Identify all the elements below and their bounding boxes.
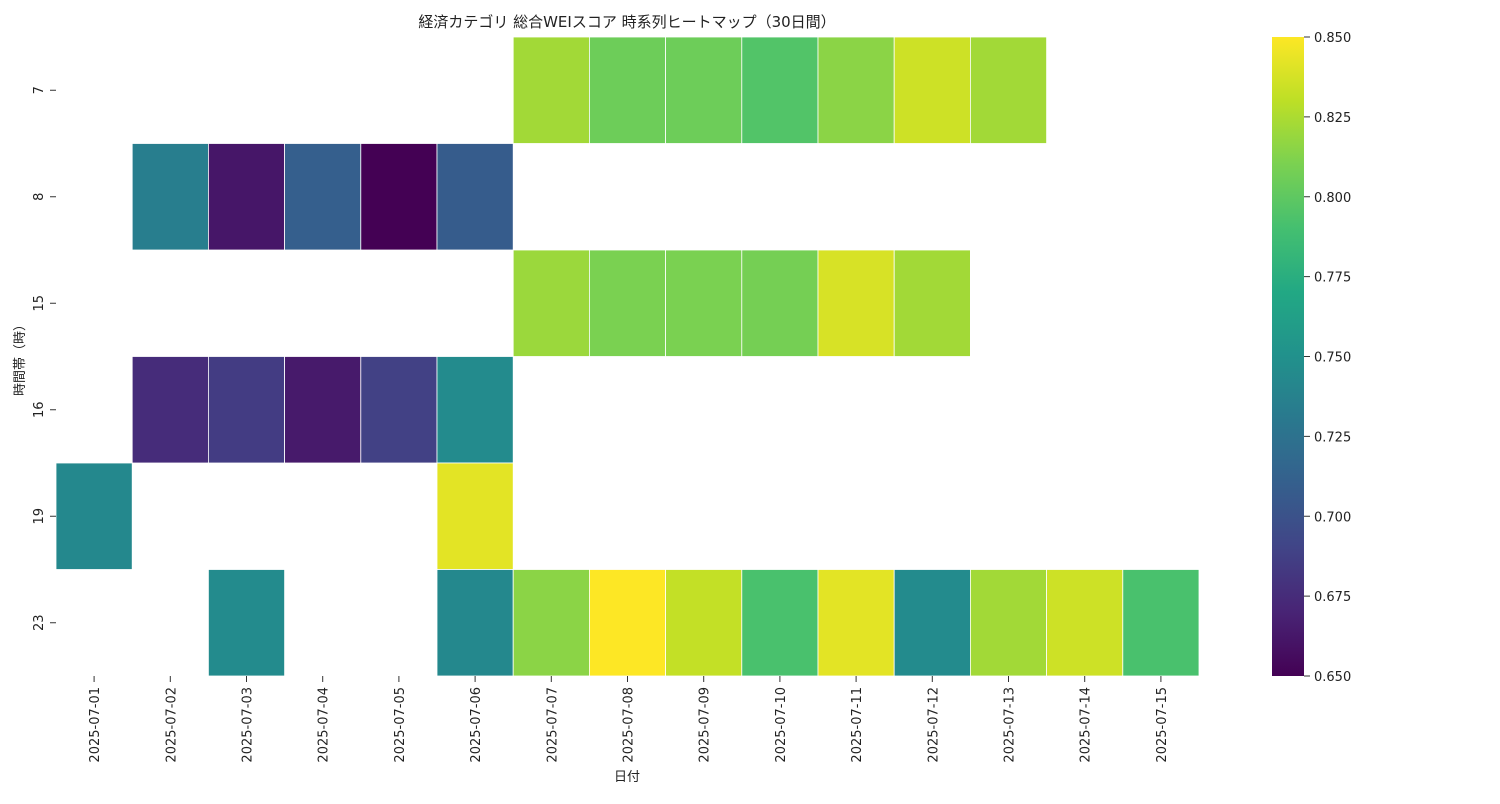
x-tick-label: 2025-07-14	[1079, 687, 1094, 763]
x-tick-label: 2025-07-09	[698, 687, 713, 763]
y-tick-label: 7	[32, 86, 47, 94]
colorbar-tick-label: 0.675	[1314, 590, 1351, 605]
x-tick-label: 2025-07-01	[88, 687, 103, 763]
heatmap-cell	[207, 569, 285, 677]
heatmap-cell	[436, 569, 514, 677]
x-tick-label: 2025-07-13	[1003, 687, 1018, 763]
heatmap-cell	[589, 569, 667, 677]
heatmap-cell	[436, 143, 514, 251]
x-tick-label: 2025-07-06	[469, 687, 484, 763]
heatmap-cell	[55, 462, 133, 570]
colorbar-tick-label: 0.700	[1314, 510, 1351, 525]
heatmap-cell	[360, 356, 438, 464]
y-tick-label: 16	[32, 401, 47, 418]
heatmap-cell	[817, 569, 895, 677]
x-tick-label: 2025-07-07	[545, 687, 560, 763]
x-tick-label: 2025-07-10	[774, 687, 789, 763]
heatmap-cell	[893, 249, 971, 357]
y-tick-label: 19	[32, 508, 47, 525]
heatmap-cell	[284, 356, 362, 464]
heatmap-cell	[970, 36, 1048, 144]
x-axis-ticks: 2025-07-01 2025-07-02 2025-07-03 2025-07-04…	[88, 676, 1170, 763]
heatmap-cell	[207, 356, 285, 464]
heatmap-cell	[512, 249, 590, 357]
heatmap-cells	[55, 36, 1200, 677]
heatmap-cell	[817, 36, 895, 144]
heatmap-cell	[131, 356, 209, 464]
chart-title: 経済カテゴリ 総合WEIスコア 時系列ヒートマップ（30日間）	[418, 13, 835, 31]
colorbar-tick-label: 0.825	[1314, 111, 1351, 126]
x-tick-label: 2025-07-03	[241, 687, 256, 763]
heatmap-cell	[665, 36, 743, 144]
heatmap-cell	[436, 356, 514, 464]
heatmap-cell	[589, 249, 667, 357]
y-axis-ticks: 7 8 15 16 19 23	[32, 86, 56, 631]
colorbar-tick-label: 0.850	[1314, 31, 1351, 46]
heatmap-cell	[1046, 569, 1124, 677]
heatmap-cell	[512, 36, 590, 144]
heatmap-cell	[589, 36, 667, 144]
heatmap-cell	[741, 249, 819, 357]
y-tick-label: 23	[32, 614, 47, 631]
y-tick-label: 8	[32, 193, 47, 201]
heatmap-cell	[436, 462, 514, 570]
colorbar-ticks: 0.650 0.675 0.700 0.725 0.750 0.775 0.800 0.825…	[1304, 31, 1351, 685]
colorbar-tick-label: 0.650	[1314, 670, 1351, 685]
heatmap-cell	[131, 143, 209, 251]
colorbar-tick-label: 0.750	[1314, 351, 1351, 366]
heatmap-cell	[893, 569, 971, 677]
heatmap-cell	[817, 249, 895, 357]
x-tick-label: 2025-07-11	[850, 687, 865, 763]
x-tick-label: 2025-07-05	[393, 687, 408, 763]
x-tick-label: 2025-07-15	[1155, 687, 1170, 763]
x-tick-label: 2025-07-12	[926, 687, 941, 763]
y-tick-label: 15	[32, 295, 47, 312]
x-tick-label: 2025-07-04	[317, 687, 332, 763]
heatmap-cell	[284, 143, 362, 251]
heatmap-cell	[512, 569, 590, 677]
heatmap-cell	[741, 569, 819, 677]
heatmap-cell	[360, 143, 438, 251]
colorbar-tick-label: 0.800	[1314, 191, 1351, 206]
heatmap-cell	[665, 569, 743, 677]
heatmap-cell	[741, 36, 819, 144]
x-axis-label: 日付	[614, 770, 640, 785]
x-tick-label: 2025-07-08	[622, 687, 637, 763]
y-axis-label: 時間帯（時）	[13, 318, 28, 396]
colorbar-tick-label: 0.775	[1314, 271, 1351, 286]
heatmap-cell	[893, 36, 971, 144]
heatmap-cell	[665, 249, 743, 357]
heatmap-cell	[207, 143, 285, 251]
x-tick-label: 2025-07-02	[164, 687, 179, 763]
heatmap-cell	[1122, 569, 1200, 677]
colorbar	[1272, 37, 1304, 676]
colorbar-tick-label: 0.725	[1314, 430, 1351, 445]
heatmap-cell	[970, 569, 1048, 677]
